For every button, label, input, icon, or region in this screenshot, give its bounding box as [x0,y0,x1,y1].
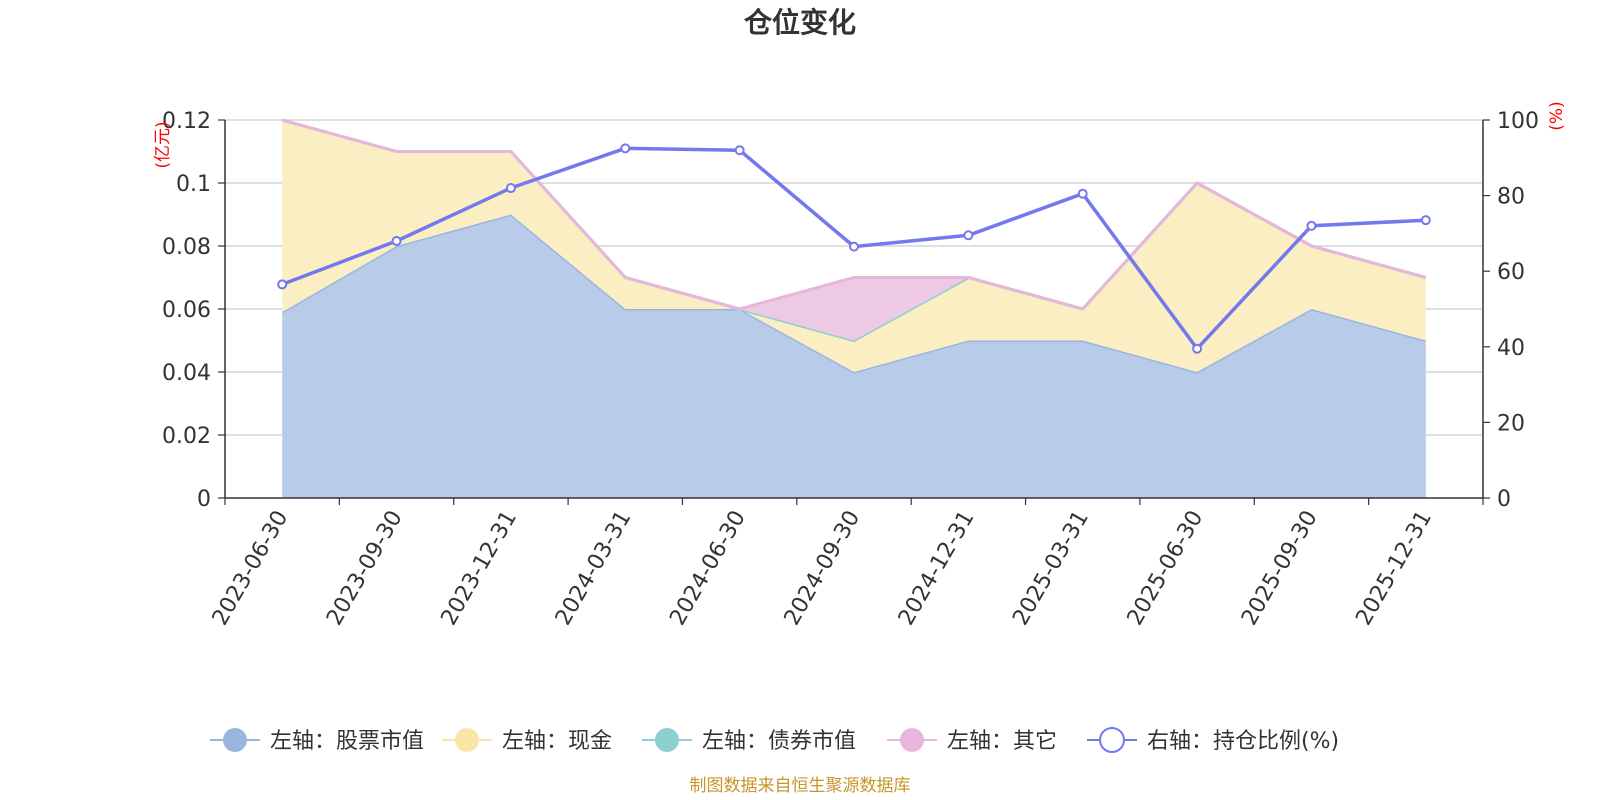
right-tick-label: 80 [1497,185,1525,210]
x-tick-label: 2024-03-31 [551,507,637,630]
left-axis-unit: (亿元) [153,121,173,168]
right-tick-label: 0 [1497,487,1511,512]
data-point[interactable] [391,235,402,246]
data-point[interactable] [1192,343,1203,354]
legend-label: 右轴：持仓比例(%) [1147,729,1339,754]
series-lines [277,143,1431,354]
legend-dot-icon [223,728,247,752]
chart-title: 仓位变化 [744,6,856,39]
data-point[interactable] [1077,188,1088,199]
left-tick-label: 0.1 [176,172,211,197]
x-tick-label: 2024-12-31 [894,507,980,630]
data-point[interactable] [505,183,516,194]
stacked-areas [281,118,1427,498]
right-tick-label: 60 [1497,260,1525,285]
x-tick-label: 2025-06-30 [1123,507,1209,630]
legend-dot-icon [655,728,679,752]
legend-circle-icon [1099,727,1125,753]
legend-label: 左轴：其它 [947,729,1057,754]
source-note: 制图数据来自恒生聚源数据库 [690,776,911,796]
data-point[interactable] [620,143,631,154]
data-point[interactable] [849,241,859,252]
x-tick-label: 2023-12-31 [437,507,523,630]
x-tick-label: 2025-12-31 [1351,507,1437,630]
legend-item[interactable]: 左轴：现金 [442,728,612,754]
left-tick-label: 0.06 [162,298,211,323]
legend-item[interactable]: 左轴：股票市值 [210,728,424,754]
left-tick-label: 0.02 [162,424,211,449]
legend: 左轴：股票市值 左轴：现金 左轴：债券市值 左轴：其它 右轴：持仓比例(%) [210,727,1339,754]
legend-item[interactable]: 右轴：持仓比例(%) [1087,727,1339,754]
left-tick-label: 0.08 [162,235,211,260]
left-tick-label: 0 [197,487,211,512]
data-point[interactable] [277,279,288,290]
left-tick-label: 0.04 [162,361,211,386]
area-左轴：其它 [282,120,1426,341]
data-point[interactable] [734,145,745,156]
legend-label: 左轴：债券市值 [702,729,856,754]
legend-item[interactable]: 左轴：债券市值 [642,728,856,754]
legend-label: 左轴：股票市值 [270,729,424,754]
x-tick-label: 2024-09-30 [780,507,866,630]
area-左轴：股票市值 [282,214,1426,498]
right-tick-label: 20 [1497,411,1525,436]
legend-label: 左轴：现金 [502,729,612,754]
data-point[interactable] [1420,215,1431,226]
area-edge-左轴：其它 [281,118,1427,311]
x-tick-label: 2024-06-30 [665,507,751,630]
legend-dot-icon [900,728,924,752]
area-左轴：现金 [282,120,1426,372]
data-point[interactable] [1306,220,1317,231]
right-axis-unit: (%) [1547,101,1567,130]
right-tick-label: 40 [1497,336,1525,361]
x-tick-label: 2025-03-31 [1008,507,1094,630]
right-tick-label: 100 [1497,109,1539,134]
x-tick-label: 2023-06-30 [208,507,294,630]
x-tick-label: 2025-09-30 [1237,507,1323,630]
left-tick-label: 0.12 [162,109,211,134]
x-tick-label: 2023-09-30 [322,507,408,630]
legend-dot-icon [455,728,479,752]
data-point[interactable] [963,230,974,241]
legend-item[interactable]: 左轴：其它 [887,728,1057,754]
